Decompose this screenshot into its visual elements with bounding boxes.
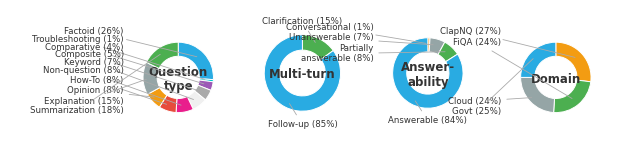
- Text: Keyword (7%): Keyword (7%): [64, 58, 193, 100]
- Wedge shape: [428, 38, 430, 52]
- Text: Govt (25%): Govt (25%): [452, 59, 533, 116]
- Text: Unanswerable (7%): Unanswerable (7%): [289, 33, 433, 45]
- Text: Troubleshooting (1%): Troubleshooting (1%): [32, 35, 205, 79]
- Wedge shape: [143, 62, 160, 94]
- Wedge shape: [556, 42, 591, 82]
- Text: Conversational (1%): Conversational (1%): [285, 23, 426, 43]
- Wedge shape: [195, 85, 211, 100]
- Wedge shape: [438, 42, 458, 62]
- Text: Multi-turn: Multi-turn: [269, 68, 336, 81]
- Text: FiQA (24%): FiQA (24%): [453, 38, 572, 99]
- Text: Answer-
ability: Answer- ability: [401, 61, 455, 89]
- Text: Clarification (15%): Clarification (15%): [262, 17, 342, 42]
- Text: Question
type: Question type: [148, 65, 208, 93]
- Wedge shape: [188, 91, 205, 109]
- Text: Answerable (84%): Answerable (84%): [388, 101, 467, 125]
- Text: Follow-up (85%): Follow-up (85%): [268, 104, 337, 129]
- Text: ClapNQ (27%): ClapNQ (27%): [440, 27, 575, 57]
- Text: Explanation (15%): Explanation (15%): [44, 79, 147, 106]
- Text: Opinion (8%): Opinion (8%): [67, 86, 154, 97]
- Text: Cloud (24%): Cloud (24%): [448, 97, 532, 106]
- Wedge shape: [199, 79, 213, 82]
- Text: Domain: Domain: [531, 73, 581, 86]
- Wedge shape: [159, 95, 177, 113]
- Wedge shape: [302, 35, 333, 60]
- Wedge shape: [554, 80, 591, 113]
- Wedge shape: [147, 88, 167, 107]
- Text: Factoid (26%): Factoid (26%): [64, 27, 197, 57]
- Wedge shape: [521, 42, 556, 77]
- Wedge shape: [393, 38, 463, 108]
- Text: Partially
answerable (8%): Partially answerable (8%): [301, 44, 445, 63]
- Wedge shape: [178, 42, 213, 80]
- Text: Summarization (18%): Summarization (18%): [30, 54, 160, 115]
- Text: Non-question (8%): Non-question (8%): [43, 66, 181, 105]
- Text: Composite (5%): Composite (5%): [54, 50, 201, 91]
- Wedge shape: [198, 80, 213, 90]
- Wedge shape: [176, 97, 193, 113]
- Wedge shape: [429, 38, 445, 54]
- Wedge shape: [147, 42, 178, 68]
- Wedge shape: [521, 77, 554, 113]
- Wedge shape: [264, 35, 340, 111]
- Text: Comparative (4%): Comparative (4%): [45, 43, 204, 84]
- Text: How-To (8%): How-To (8%): [70, 76, 166, 104]
